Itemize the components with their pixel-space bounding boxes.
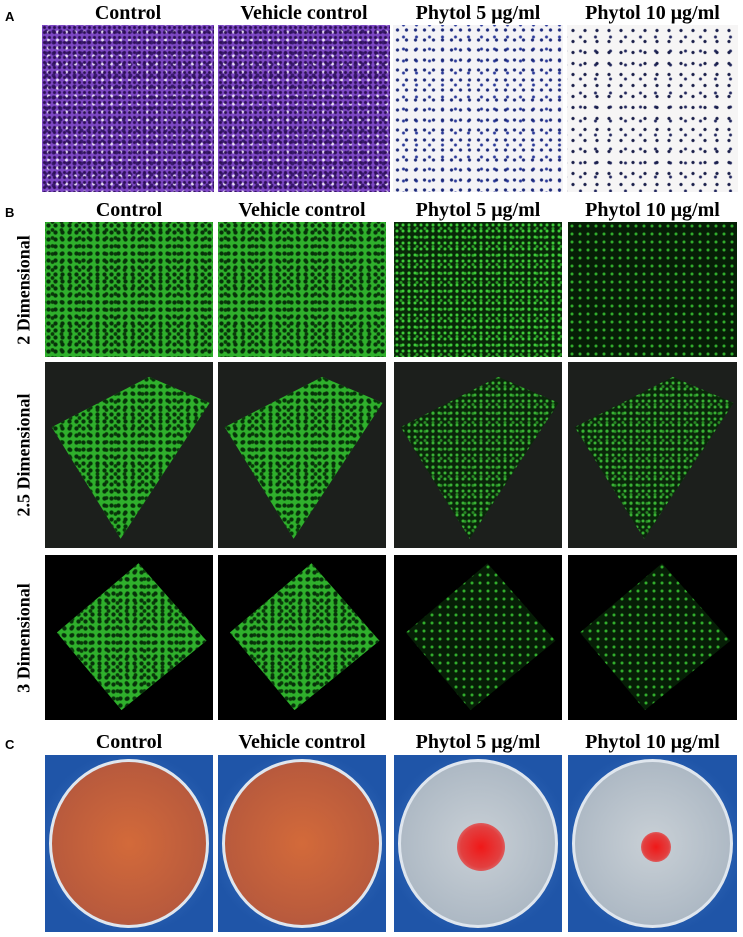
micrograph (394, 222, 562, 357)
surface (400, 376, 559, 539)
column-heading: Phytol 5 μg/ml (415, 199, 541, 221)
column-heading: Vehicle control (238, 199, 366, 221)
plate-photo (218, 755, 386, 932)
petri-dish (398, 759, 558, 928)
surface (51, 376, 210, 539)
column-heading: Control (95, 731, 163, 753)
biofilm (640, 831, 671, 862)
volume-render (568, 555, 737, 720)
column-heading: Vehicle control (240, 2, 368, 24)
surface (574, 376, 734, 539)
column-heading: Phytol 10 μg/ml (585, 731, 720, 753)
volume (405, 563, 556, 711)
micrograph (393, 25, 563, 192)
surface-plot (568, 362, 737, 548)
petri-dish (572, 759, 733, 928)
column-heading: Phytol 5 μg/ml (415, 731, 541, 753)
micrograph (567, 25, 738, 192)
plate-photo (394, 755, 562, 932)
micrograph (45, 222, 213, 357)
petri-dish (222, 759, 382, 928)
panel-label: C (5, 737, 15, 752)
surface-plot (394, 362, 562, 548)
micrograph (568, 222, 737, 357)
biofilm (457, 822, 505, 871)
volume-render (394, 555, 562, 720)
surface-plot (218, 362, 386, 548)
volume-render (218, 555, 386, 720)
micrograph (42, 25, 214, 192)
panel-label: A (5, 9, 15, 24)
row-label: 2 Dimensional (13, 234, 34, 345)
panel-label: B (5, 205, 15, 220)
surface-plot (45, 362, 213, 548)
petri-dish (49, 759, 209, 928)
row-label: 2.5 Dimensional (13, 393, 34, 517)
column-heading: Phytol 10 μg/ml (585, 2, 720, 24)
column-heading: Control (94, 2, 162, 24)
column-heading: Phytol 5 μg/ml (415, 2, 541, 24)
micrograph (218, 25, 390, 192)
surface (224, 376, 383, 539)
volume (56, 563, 207, 711)
plate-photo (568, 755, 737, 932)
column-heading: Control (95, 199, 163, 221)
column-heading: Phytol 10 μg/ml (585, 199, 720, 221)
plate-photo (45, 755, 213, 932)
column-heading: Vehicle control (238, 731, 366, 753)
volume-render (45, 555, 213, 720)
volume (579, 563, 731, 711)
micrograph (218, 222, 386, 357)
row-label: 3 Dimensional (13, 582, 34, 693)
volume (229, 563, 380, 711)
